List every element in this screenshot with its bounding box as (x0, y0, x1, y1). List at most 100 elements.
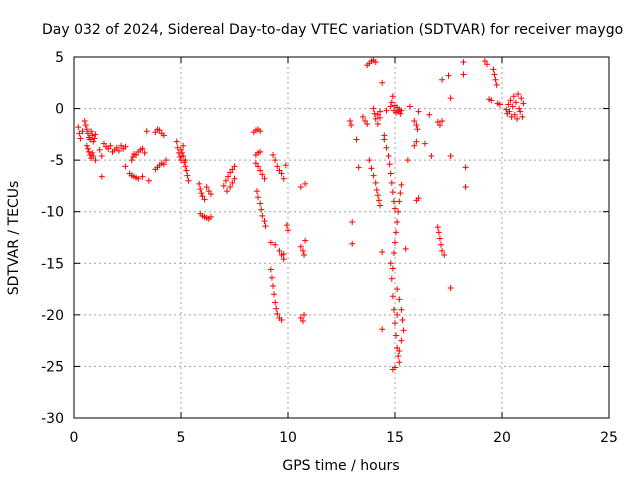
data-point (395, 208, 402, 215)
data-point (435, 229, 442, 236)
data-point (389, 189, 396, 196)
x-tick-label: 15 (386, 430, 404, 446)
data-point (185, 177, 192, 184)
data-point (428, 153, 435, 160)
y-tick-label: 5 (55, 50, 64, 66)
data-point (396, 296, 403, 303)
data-point (484, 61, 491, 68)
data-point (98, 173, 105, 180)
data-point (426, 111, 433, 118)
data-point (347, 117, 354, 124)
data-point (299, 318, 306, 325)
data-point (268, 274, 275, 281)
data-point (85, 148, 92, 155)
data-point (374, 192, 381, 199)
data-point (271, 291, 278, 298)
y-tick-label: 0 (55, 102, 64, 118)
data-point (436, 122, 443, 129)
data-point (394, 344, 401, 351)
data-point (152, 129, 159, 136)
data-point (163, 157, 170, 164)
data-point (227, 169, 234, 176)
data-point (272, 299, 279, 306)
data-point (122, 163, 129, 170)
data-point (398, 337, 405, 344)
data-point (379, 326, 386, 333)
axis-ticks (73, 56, 610, 419)
data-point (227, 183, 234, 190)
data-point (282, 162, 289, 169)
x-tick-label: 10 (279, 430, 297, 446)
y-tick-label: -20 (41, 308, 64, 324)
data-point (392, 320, 398, 327)
data-point (349, 240, 356, 247)
data-point (257, 148, 264, 155)
data-point (207, 213, 214, 220)
data-point (377, 108, 384, 115)
data-point (183, 167, 190, 174)
data-point (225, 173, 232, 180)
data-point (481, 58, 488, 65)
data-point (267, 239, 274, 246)
data-point (413, 122, 420, 129)
data-point (262, 223, 269, 230)
grid-lines (74, 57, 609, 418)
data-point (377, 202, 384, 209)
data-point (411, 142, 418, 149)
x-tick-label: 0 (70, 430, 79, 446)
data-point (359, 113, 366, 120)
data-point (105, 145, 112, 152)
data-point (392, 205, 398, 212)
data-point (516, 105, 523, 112)
data-point (231, 175, 238, 182)
data-point (439, 76, 446, 83)
data-point (272, 157, 279, 164)
data-point (370, 172, 377, 179)
data-point (505, 101, 512, 108)
data-point (178, 146, 184, 153)
data-point (231, 163, 238, 170)
data-point (512, 99, 519, 106)
data-point (371, 110, 378, 117)
data-point (387, 170, 394, 177)
data-point (460, 71, 467, 78)
x-axis-label: GPS time / hours (282, 458, 399, 474)
data-point (229, 166, 236, 173)
data-point (388, 179, 395, 186)
data-point (297, 243, 304, 250)
data-point (462, 164, 469, 171)
data-point (389, 293, 396, 300)
data-point (283, 222, 290, 229)
data-point (98, 153, 105, 160)
data-point (511, 111, 518, 118)
data-point (222, 177, 229, 184)
data-point (156, 127, 163, 134)
data-point (393, 229, 400, 236)
data-point (270, 151, 277, 158)
data-point (386, 161, 393, 168)
data-point (83, 126, 90, 133)
data-point (396, 347, 403, 354)
data-point (274, 163, 281, 170)
data-point (267, 266, 274, 273)
data-point (372, 179, 379, 186)
y-tick-label: -15 (41, 256, 64, 272)
data-point (89, 132, 96, 139)
data-point (173, 138, 180, 145)
data-point (205, 188, 212, 195)
data-point (396, 359, 403, 366)
data-point (139, 145, 146, 152)
data-point (141, 149, 148, 156)
data-point (447, 95, 454, 102)
data-point (398, 107, 405, 114)
data-point (436, 235, 443, 242)
data-point (518, 95, 525, 102)
data-point (390, 306, 397, 313)
data-point (129, 154, 136, 161)
data-point (392, 239, 398, 246)
data-point (520, 100, 527, 107)
plot-frame (73, 56, 610, 419)
data-point (272, 241, 279, 248)
data-point (379, 79, 386, 86)
